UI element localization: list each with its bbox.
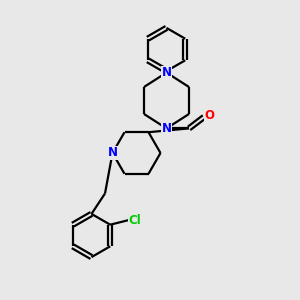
Text: N: N [161, 66, 172, 79]
Text: N: N [107, 146, 118, 160]
Text: N: N [161, 122, 172, 135]
Text: O: O [204, 109, 214, 122]
Text: Cl: Cl [128, 214, 141, 227]
